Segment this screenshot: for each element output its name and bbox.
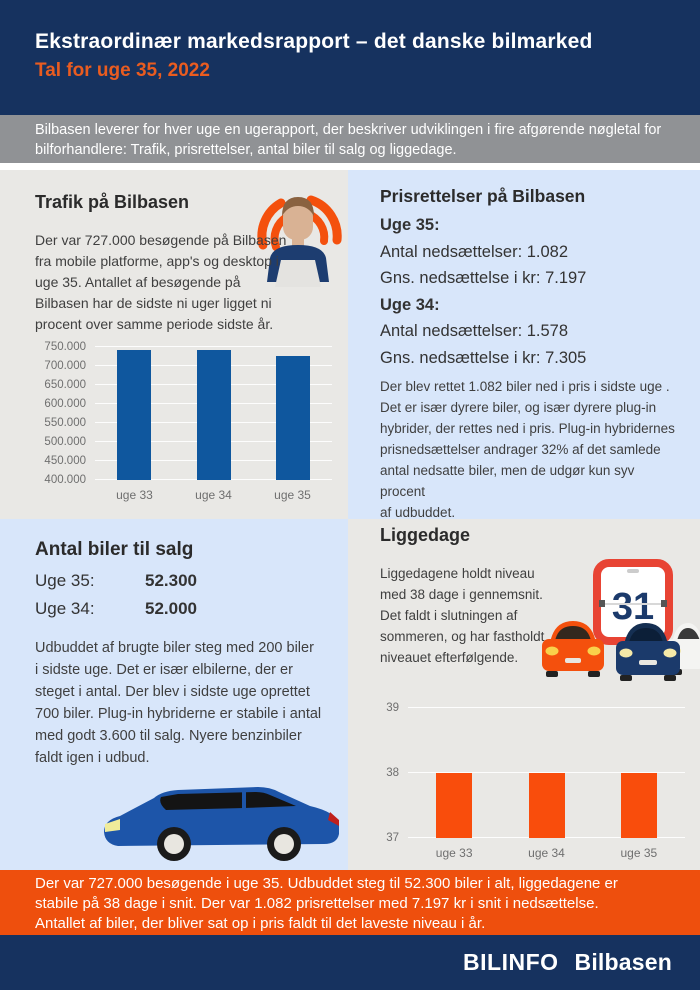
bar-uge-33 bbox=[436, 773, 473, 838]
sign-number: 31 bbox=[612, 586, 654, 628]
traffic-body: Der var 727.000 besøgende på Bilbasen fr… bbox=[35, 232, 287, 332]
gridline-38 bbox=[408, 772, 685, 773]
bar-uge-33 bbox=[117, 349, 152, 480]
bar-uge-35 bbox=[275, 355, 310, 480]
x-tick-label: uge 33 bbox=[435, 846, 473, 860]
x-tick-label: uge 35 bbox=[274, 488, 311, 502]
x-tick-label: uge 34 bbox=[528, 846, 565, 860]
page-title: Ekstraordinær markedsrapport – det dansk… bbox=[35, 30, 593, 53]
traffic-bar-chart: 750.000 700.000 650.000 600.000 550.000 500.0… bbox=[44, 341, 332, 502]
sale-row-week35: Uge 35: 52.300 bbox=[35, 567, 197, 595]
y-tick-label: 550.000 bbox=[44, 417, 86, 429]
liggedage-section: Liggedage Liggedagene holdt niveau med 3… bbox=[348, 519, 700, 870]
price-title: Prisrettelser på Bilbasen bbox=[380, 186, 586, 206]
traffic-section: Trafik på Bilbasen Der var 727.000 besøg… bbox=[0, 170, 348, 519]
calendar-sign: 31 bbox=[593, 559, 673, 645]
y-tick-label: 500.000 bbox=[44, 436, 86, 448]
report-footer: BILINFO Bilbasen bbox=[0, 935, 700, 990]
wifi-person-icon bbox=[257, 195, 342, 287]
price-week35-avg: Gns. nedsættelse i kr: 7.197 bbox=[380, 269, 587, 287]
sale-week35-value: 52.300 bbox=[145, 571, 197, 590]
blue-car-icon bbox=[104, 787, 339, 861]
bar-uge-34 bbox=[196, 349, 231, 480]
sale-week34-label: Uge 34: bbox=[35, 599, 95, 618]
x-tick-label: uge 35 bbox=[620, 846, 658, 860]
price-week34-avg: Gns. nedsættelse i kr: 7.305 bbox=[380, 348, 587, 367]
y-tick-label: 750.000 bbox=[44, 341, 86, 353]
cars-calendar-sign-icon: 31 bbox=[542, 559, 700, 681]
cars-for-sale-section: Antal biler til salg Uge 35: 52.300 Uge … bbox=[0, 519, 348, 870]
bilinfo-logo: BILINFO bbox=[463, 949, 559, 975]
price-body: Der blev rettet 1.082 biler ned i pris i… bbox=[380, 379, 675, 519]
y-tick-label: 400.000 bbox=[44, 474, 86, 486]
cars-for-sale-stats: Uge 35: 52.300 Uge 34: 52.000 bbox=[35, 567, 197, 623]
cars-for-sale-title: Antal biler til salg bbox=[35, 539, 194, 560]
y-tick-label: 700.000 bbox=[44, 360, 86, 372]
x-tick-label: uge 34 bbox=[195, 488, 232, 502]
gridline-39 bbox=[408, 707, 685, 708]
quadrant-grid: Trafik på Bilbasen Der var 727.000 besøg… bbox=[0, 170, 700, 870]
y-tick-label: 450.000 bbox=[44, 455, 86, 467]
intro-banner: Bilbasen leverer for hver uge en ugerapp… bbox=[0, 115, 700, 163]
y-tick-label: 600.000 bbox=[44, 398, 86, 410]
y-tick-label: 37 bbox=[386, 832, 399, 844]
y-tick-label: 650.000 bbox=[44, 379, 86, 391]
navy-car-icon bbox=[616, 623, 680, 681]
summary-band: Der var 727.000 besøgende i uge 35. Udbu… bbox=[0, 870, 700, 935]
orange-car-icon bbox=[542, 621, 604, 677]
price-stats: Uge 35: Antal nedsættelser: 1.082 Gns. n… bbox=[380, 212, 586, 371]
sale-week34-value: 52.000 bbox=[145, 599, 197, 618]
bilbasen-logo: Bilbasen bbox=[574, 949, 672, 975]
sale-row-week34: Uge 34: 52.000 bbox=[35, 595, 197, 623]
liggedage-body: Liggedagene holdt niveau med 38 dage i g… bbox=[380, 566, 545, 665]
cars-for-sale-body: Udbuddet af brugte biler steg med 200 bi… bbox=[35, 640, 322, 766]
liggedage-bar-chart: 39 38 37 uge 33 uge 34 uge 35 bbox=[386, 702, 685, 860]
traffic-title: Trafik på Bilbasen bbox=[35, 192, 190, 212]
gridline-750.000 bbox=[95, 346, 332, 347]
bar-uge-34 bbox=[528, 773, 565, 838]
bar-uge-35 bbox=[620, 773, 657, 838]
price-week35-count: Antal nedsættelser: 1.082 bbox=[380, 242, 569, 261]
price-week34-count: Antal nedsættelser: 1.578 bbox=[380, 322, 569, 340]
price-section: Prisrettelser på Bilbasen Uge 35: Antal … bbox=[348, 170, 700, 519]
y-tick-label: 38 bbox=[386, 767, 399, 779]
price-week35-label: Uge 35: bbox=[380, 216, 440, 234]
liggedage-title: Liggedage bbox=[380, 525, 471, 545]
report-header: Ekstraordinær markedsrapport – det dansk… bbox=[0, 0, 700, 115]
sale-week35-label: Uge 35: bbox=[35, 571, 95, 590]
y-tick-label: 39 bbox=[386, 702, 399, 714]
x-tick-label: uge 33 bbox=[116, 488, 153, 502]
page-subtitle: Tal for uge 35, 2022 bbox=[35, 60, 210, 81]
price-week34-label: Uge 34: bbox=[380, 295, 440, 314]
